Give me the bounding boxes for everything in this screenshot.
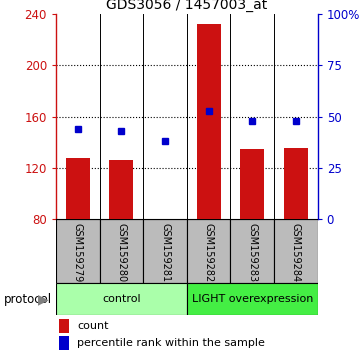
Text: control: control — [102, 294, 141, 304]
Text: GSM159282: GSM159282 — [204, 223, 214, 282]
Bar — [58, 336, 69, 350]
Text: GSM159281: GSM159281 — [160, 223, 170, 282]
Text: count: count — [77, 321, 108, 331]
Text: GSM159283: GSM159283 — [247, 223, 257, 282]
Bar — [56, 219, 100, 283]
Text: LIGHT overexpression: LIGHT overexpression — [192, 294, 313, 304]
Text: GSM159280: GSM159280 — [116, 223, 126, 282]
Bar — [274, 219, 318, 283]
Text: GSM159279: GSM159279 — [73, 223, 83, 282]
Text: protocol: protocol — [4, 293, 52, 306]
Bar — [284, 148, 308, 219]
Bar — [58, 319, 69, 333]
Bar — [143, 219, 187, 283]
Bar — [66, 158, 90, 219]
Bar — [240, 149, 264, 219]
Text: percentile rank within the sample: percentile rank within the sample — [77, 338, 265, 348]
Title: GDS3056 / 1457003_at: GDS3056 / 1457003_at — [106, 0, 268, 12]
Bar — [100, 219, 143, 283]
Text: ▶: ▶ — [38, 292, 48, 306]
Text: GSM159284: GSM159284 — [291, 223, 301, 282]
Bar — [109, 160, 133, 219]
Bar — [197, 24, 221, 219]
Bar — [56, 283, 187, 315]
Bar — [187, 219, 230, 283]
Bar — [187, 283, 318, 315]
Bar — [230, 219, 274, 283]
